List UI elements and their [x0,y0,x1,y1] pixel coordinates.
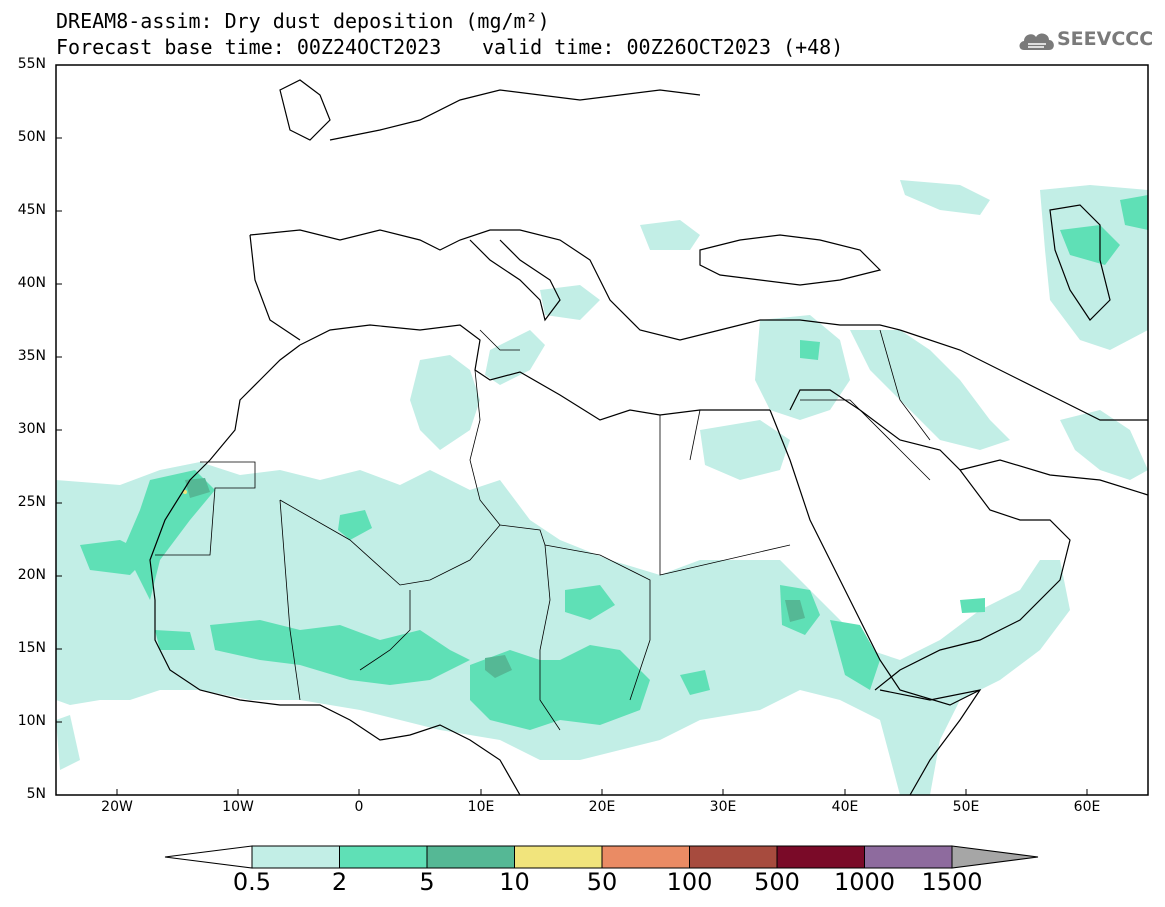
lon-label: 50E [952,799,980,815]
colorbar-label: 50 [586,868,618,896]
dust-contours [56,79,1148,795]
map-title: DREAM8-assim: Dry dust deposition (mg/m²… [56,9,550,33]
cloud-icon [1019,33,1054,50]
lat-label: 55N [17,56,46,72]
lat-label: 10N [17,713,46,729]
lon-label: 30E [709,799,737,815]
lat-label: 25N [17,494,46,510]
lon-label: 20W [101,799,133,815]
dust-level-5 [185,478,805,678]
colorbar-label: 1000 [833,868,896,896]
lon-label: 60E [1073,799,1101,815]
seevccc-logo [1019,33,1054,50]
dust-level-0-5 [56,180,1148,795]
colorbar-label: 1500 [921,868,983,896]
dust-level-10 [183,490,187,494]
lat-label: 15N [17,640,46,656]
lat-label: 20N [17,567,46,583]
lat-label: 35N [17,348,46,364]
lon-label: 10E [467,799,495,815]
lat-label: 50N [17,129,46,145]
colorbar-label: 0.5 [232,868,272,896]
colorbar-label: 5 [419,868,435,896]
lat-label: 30N [17,421,46,437]
lon-label: 20E [588,799,616,815]
axis-ticks [56,64,1088,795]
logo-text: SEEVCCC [1057,28,1154,50]
valid-time: valid time: 00Z26OCT2023 (+48) [482,35,844,59]
lon-label: 10W [222,799,254,815]
lat-label: 45N [17,202,46,218]
colorbar-label: 100 [666,868,713,896]
lat-label: 5N [26,786,46,802]
lon-label: 40E [831,799,859,815]
colorbar-label: 2 [331,868,348,896]
lon-label: 0 [354,799,364,815]
forecast-base-time: Forecast base time: 00Z24OCT2023 [56,35,442,59]
colorbar-label: 500 [754,868,800,896]
lat-label: 40N [17,275,46,291]
country-borders [155,329,931,731]
colorbar-label: 10 [499,868,530,896]
coastlines [149,79,1148,795]
